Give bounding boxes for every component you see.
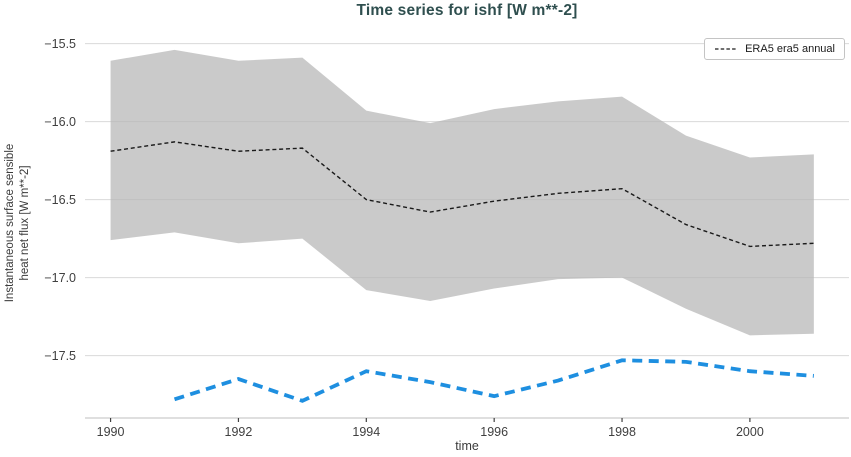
x-tick-label: 2000 bbox=[736, 425, 764, 439]
x-tick-label: 1998 bbox=[608, 425, 636, 439]
y-tick-label: −17.5 bbox=[44, 349, 76, 363]
y-axis-label-line2: heat net flux [W m**-2] bbox=[19, 165, 31, 281]
legend-label: ERA5 era5 annual bbox=[745, 43, 835, 55]
y-tick-label: −15.5 bbox=[44, 37, 76, 51]
uncertainty-band bbox=[110, 49, 814, 336]
blue-dashed-line bbox=[173, 358, 814, 403]
chart-title: Time series for ishf [W m**-2] bbox=[356, 2, 578, 19]
era5-annual-line bbox=[110, 141, 814, 248]
x-axis-label: time bbox=[455, 439, 479, 453]
y-axis-label-line1: Instantaneous surface sensible bbox=[3, 143, 16, 303]
x-tick-label: 1996 bbox=[480, 425, 508, 439]
y-tick-label: −16.0 bbox=[44, 115, 76, 129]
legend: ERA5 era5 annual bbox=[704, 38, 845, 60]
y-axis-label: Instantaneous surface sensible heat net … bbox=[3, 144, 33, 303]
legend-dashed-line-sample bbox=[715, 48, 738, 50]
x-tick-label: 1990 bbox=[97, 425, 125, 439]
x-tick-label: 1992 bbox=[225, 425, 253, 439]
x-tick-label: 1994 bbox=[352, 425, 380, 439]
y-tick-label: −17.0 bbox=[44, 271, 76, 285]
y-tick-label: −16.5 bbox=[44, 193, 76, 207]
